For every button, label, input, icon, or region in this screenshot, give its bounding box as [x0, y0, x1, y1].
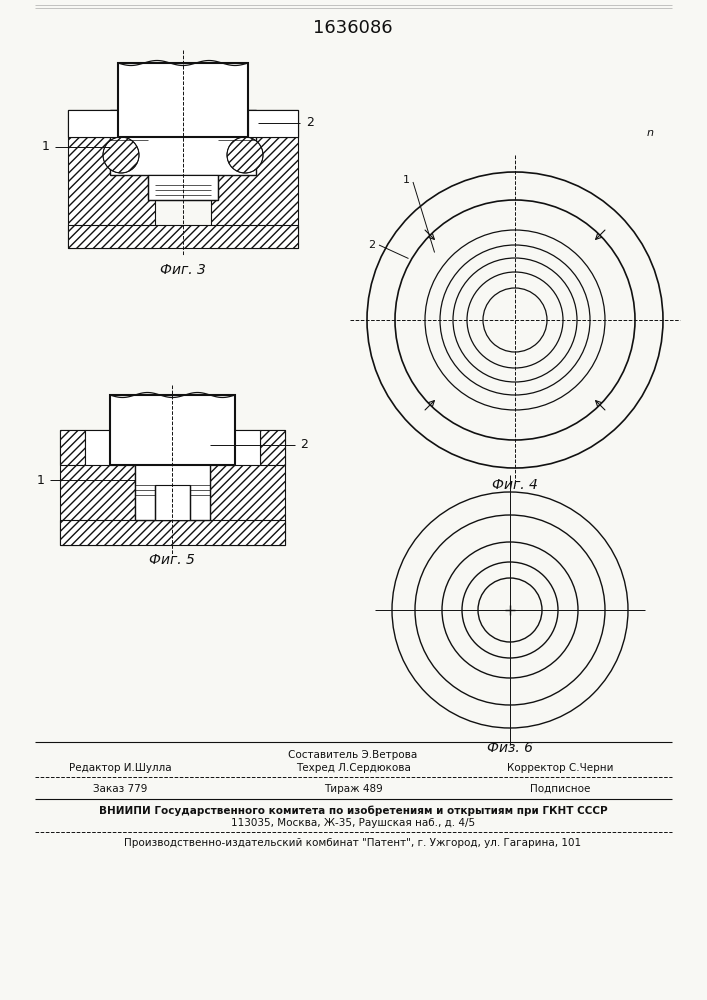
Text: 1: 1	[37, 474, 45, 487]
Bar	[68, 110, 155, 248]
Bar	[118, 63, 248, 137]
Text: 2: 2	[300, 438, 308, 452]
Bar	[248, 110, 298, 137]
Text: Составитель Э.Ветрова: Составитель Э.Ветрова	[288, 750, 418, 760]
Text: 2: 2	[368, 240, 375, 250]
Text: Фиг. 5: Фиг. 5	[149, 553, 195, 567]
Bar	[60, 520, 285, 545]
Bar	[148, 175, 218, 200]
Bar	[85, 430, 135, 465]
Text: 1636086: 1636086	[313, 19, 393, 37]
Bar	[248, 110, 298, 137]
Bar	[68, 110, 118, 137]
Bar	[210, 430, 260, 465]
Text: Физ. 6: Физ. 6	[487, 741, 533, 755]
Text: Техред Л.Сердюкова: Техред Л.Сердюкова	[296, 763, 411, 773]
Bar	[155, 485, 190, 520]
Bar	[135, 430, 210, 520]
Text: Заказ 779: Заказ 779	[93, 784, 147, 794]
Circle shape	[103, 137, 139, 173]
Text: Тираж 489: Тираж 489	[324, 784, 382, 794]
Bar	[260, 430, 285, 465]
Text: 2: 2	[306, 116, 314, 129]
Bar	[211, 110, 298, 248]
Bar	[210, 430, 285, 545]
Bar	[110, 110, 256, 175]
Text: n: n	[646, 128, 653, 138]
Text: 1: 1	[403, 175, 410, 185]
Bar	[110, 395, 235, 465]
Bar	[60, 430, 135, 545]
Text: Фиг. 3: Фиг. 3	[160, 263, 206, 277]
Bar	[68, 110, 118, 137]
Text: Подписное: Подписное	[530, 784, 590, 794]
Text: Корректор С.Черни: Корректор С.Черни	[507, 763, 613, 773]
Text: 1: 1	[42, 140, 50, 153]
Bar	[68, 225, 298, 248]
Text: ВНИИПИ Государственного комитета по изобретениям и открытиям при ГКНТ СССР: ВНИИПИ Государственного комитета по изоб…	[99, 806, 607, 816]
Bar	[60, 430, 85, 465]
Text: Производственно-издательский комбинат "Патент", г. Ужгород, ул. Гагарина, 101: Производственно-издательский комбинат "П…	[124, 838, 582, 848]
Text: Редактор И.Шулла: Редактор И.Шулла	[69, 763, 171, 773]
Text: 113035, Москва, Ж-35, Раушская наб., д. 4/5: 113035, Москва, Ж-35, Раушская наб., д. …	[231, 818, 475, 828]
Text: Фиг. 4: Фиг. 4	[492, 478, 538, 492]
Circle shape	[227, 137, 263, 173]
